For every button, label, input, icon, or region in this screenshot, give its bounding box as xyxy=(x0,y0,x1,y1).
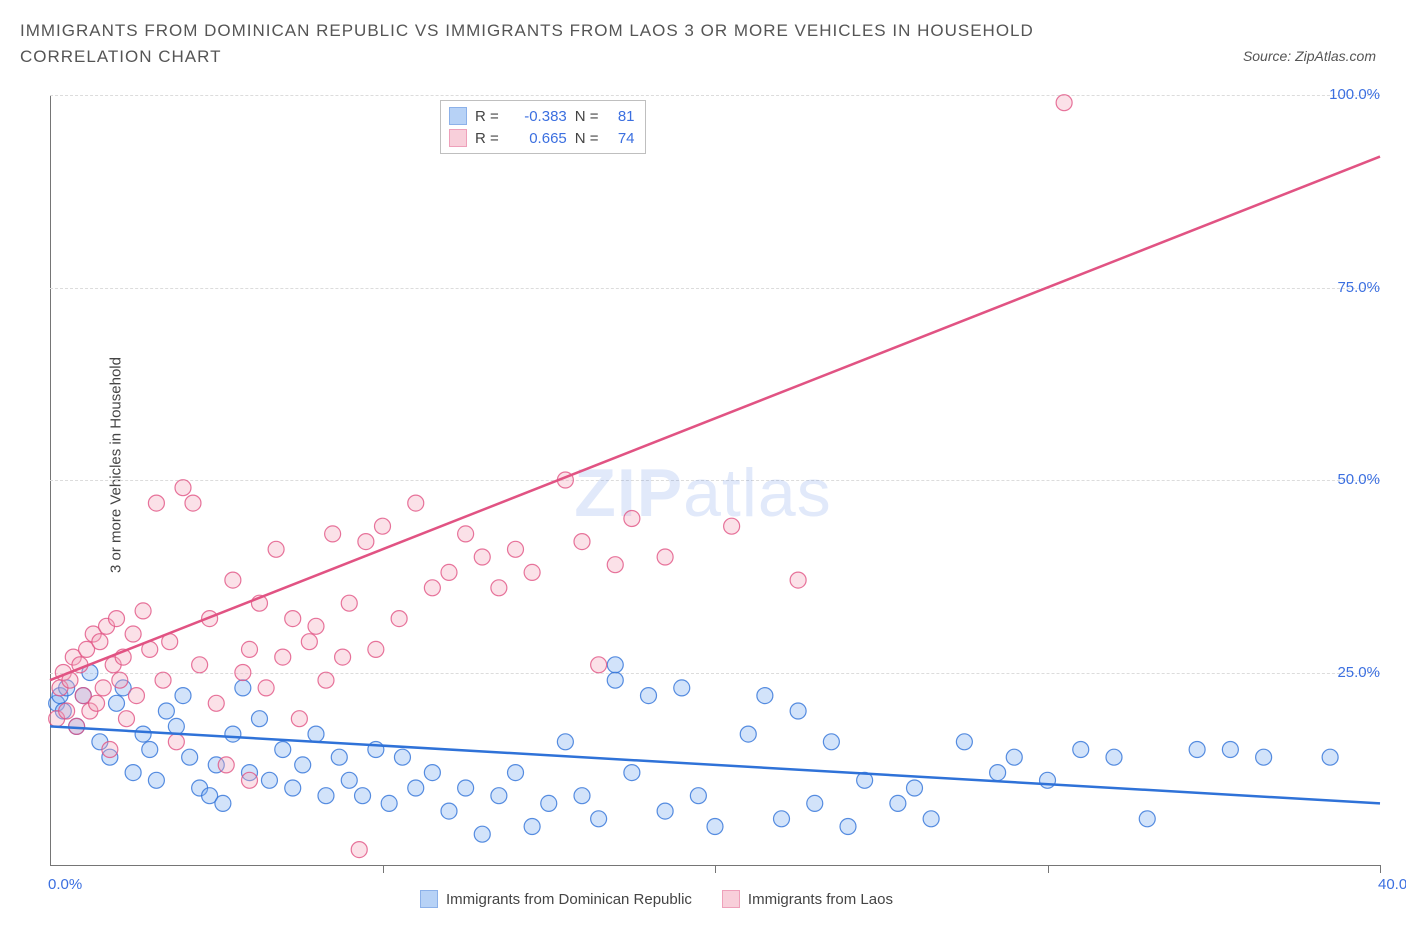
r-value: -0.383 xyxy=(507,108,567,125)
series-swatch xyxy=(420,890,438,908)
r-value: 0.665 xyxy=(507,130,567,147)
n-value: 74 xyxy=(607,130,635,147)
chart-title: IMMIGRANTS FROM DOMINICAN REPUBLIC VS IM… xyxy=(20,18,1120,69)
scatter-plot xyxy=(50,95,1380,865)
bottom-legend: Immigrants from Dominican Republic Immig… xyxy=(420,890,893,908)
n-value: 81 xyxy=(607,108,635,125)
source-attribution: Source: ZipAtlas.com xyxy=(1243,48,1376,64)
series-swatch xyxy=(449,107,467,125)
legend-label: Immigrants from Laos xyxy=(748,891,893,908)
r-label: R = xyxy=(475,130,499,147)
series-swatch xyxy=(449,129,467,147)
legend-item: Immigrants from Dominican Republic xyxy=(420,890,692,908)
legend-item: Immigrants from Laos xyxy=(722,890,893,908)
stats-row: R = -0.383 N = 81 xyxy=(449,105,635,127)
stats-legend-box: R = -0.383 N = 81 R = 0.665 N = 74 xyxy=(440,100,646,154)
legend-label: Immigrants from Dominican Republic xyxy=(446,891,692,908)
series-swatch xyxy=(722,890,740,908)
r-label: R = xyxy=(475,108,499,125)
n-label: N = xyxy=(575,108,599,125)
n-label: N = xyxy=(575,130,599,147)
stats-row: R = 0.665 N = 74 xyxy=(449,127,635,149)
